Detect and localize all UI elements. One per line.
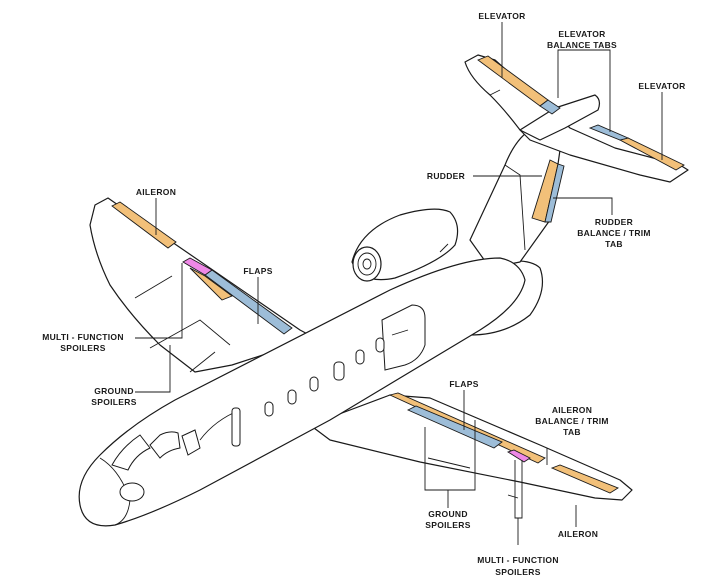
label-elevator-right: ELEVATOR	[638, 81, 685, 91]
label-ground-spoilers-left-line2: SPOILERS	[91, 397, 136, 407]
label-ground-spoilers-right-line1: GROUND	[428, 509, 468, 519]
right-wing	[309, 394, 633, 501]
right-flap-inboard	[406, 405, 503, 449]
fuselage	[78, 257, 526, 527]
label-rudder-balance-line3: TAB	[605, 239, 623, 249]
label-elevator-top: ELEVATOR	[478, 11, 525, 21]
label-mfs-left-line1: MULTI - FUNCTION	[42, 332, 124, 342]
label-rudder-balance-line2: BALANCE / TRIM	[577, 228, 651, 238]
label-ground-spoilers-right-line2: SPOILERS	[425, 520, 470, 530]
label-flaps-left: FLAPS	[243, 266, 272, 276]
label-ground-spoilers-left-line1: GROUND	[94, 386, 134, 396]
left-aileron-surface	[111, 201, 177, 249]
left-engine	[351, 208, 459, 282]
right-elevator-balance-tab	[588, 124, 630, 141]
leader-lines	[135, 22, 663, 545]
rudder-trim-tab	[544, 163, 565, 223]
label-aileron-right: AILERON	[558, 529, 598, 539]
right-aileron-surface	[550, 464, 619, 494]
callout-labels: ELEVATOR ELEVATOR BALANCE TABS ELEVATOR …	[42, 11, 685, 577]
label-elevator-balance-tabs-line2: BALANCE TABS	[547, 40, 617, 50]
label-aileron-balance-line1: AILERON	[552, 405, 592, 415]
label-aileron-left: AILERON	[136, 187, 176, 197]
left-elevator-balance-tab	[539, 99, 561, 115]
left-flap-inboard	[189, 267, 233, 301]
cabin-windows	[231, 337, 385, 447]
label-flaps-right: FLAPS	[449, 379, 478, 389]
label-aileron-balance-line3: TAB	[563, 427, 581, 437]
left-wing	[89, 197, 316, 373]
label-mfs-left-line2: SPOILERS	[60, 343, 105, 353]
cockpit-windows	[111, 429, 201, 502]
label-rudder-balance-line1: RUDDER	[595, 217, 633, 227]
left-multi-function-spoiler	[182, 257, 213, 276]
label-mfs-bottom-line2: SPOILERS	[495, 567, 540, 577]
right-multi-function-spoiler	[506, 449, 531, 463]
label-elevator-balance-tabs-line1: ELEVATOR	[558, 29, 605, 39]
label-mfs-bottom-line1: MULTI - FUNCTION	[477, 555, 559, 565]
label-aileron-balance-line2: BALANCE / TRIM	[535, 416, 609, 426]
label-rudder: RUDDER	[427, 171, 465, 181]
